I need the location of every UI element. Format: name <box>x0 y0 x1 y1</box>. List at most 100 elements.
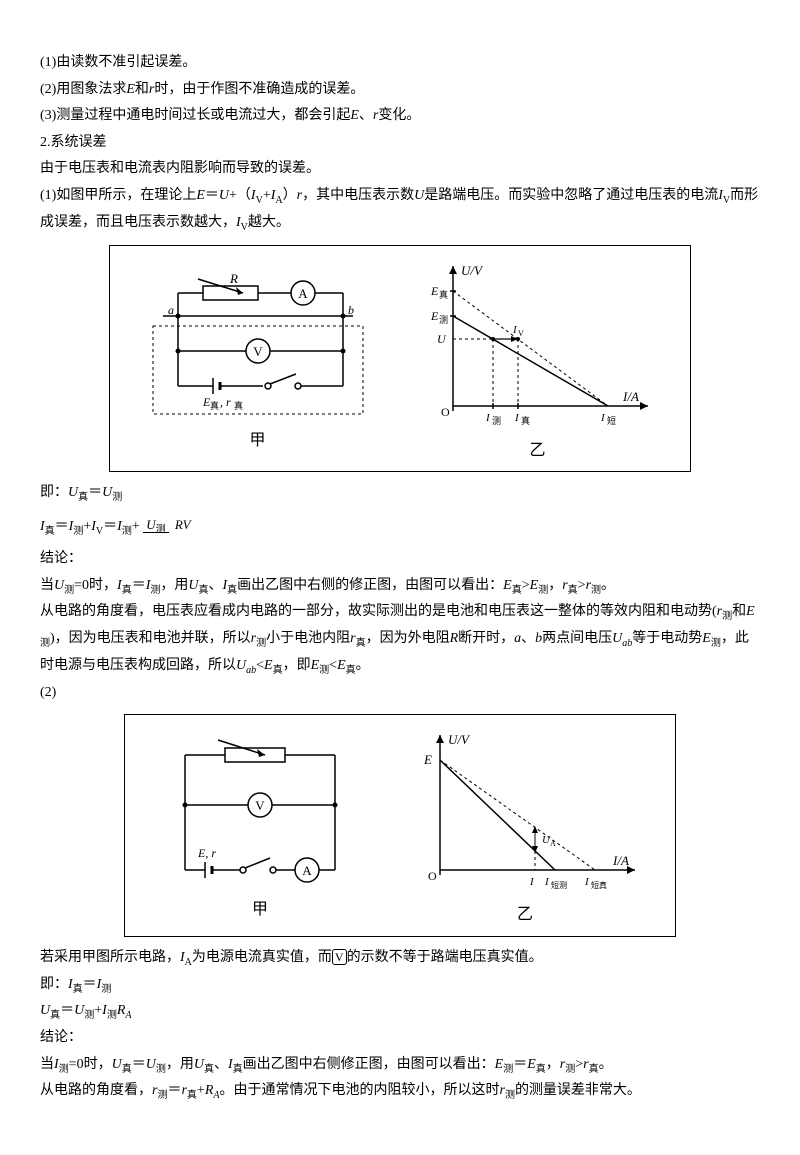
t: )，因为电压表和电池并联，所以 <box>50 631 251 646</box>
graph-1: U/V I/A O E 真 E 测 U <box>423 261 653 466</box>
sub-ce: 测 <box>59 1063 69 1074</box>
E-zhen: E <box>430 284 439 298</box>
sub-zhen: 真 <box>73 983 83 994</box>
t: 。 <box>601 578 615 593</box>
t: 画出乙图中右侧的修正图，由图可以看出： <box>237 578 503 593</box>
sub-ce: 测 <box>256 638 266 649</box>
t: 。 <box>599 1057 613 1072</box>
para-15: 当I测=0时，U真＝U测，用U真、I真画出乙图中右侧修正图，由图可以看出：E测＝… <box>40 1052 760 1079</box>
para-1: (1)由读数不准引起误差。 <box>40 50 760 77</box>
U: U <box>437 332 447 346</box>
t: 即： <box>40 485 68 500</box>
sub-ce: 测 <box>722 611 732 622</box>
t: ，其中电压表示数 <box>302 188 414 203</box>
label-r: , r <box>220 395 231 409</box>
sub-ce: 测 <box>150 584 160 595</box>
t: 画出乙图中右侧修正图，由图可以看出： <box>243 1057 495 1072</box>
t: =0时， <box>74 578 117 593</box>
sym-U: U <box>612 631 622 646</box>
axis-UV: U/V <box>448 732 471 747</box>
sym-U: U <box>40 1003 50 1018</box>
figure-2: V E, r A 甲 U/V I/A O <box>124 714 676 936</box>
sub-zhen: 真 <box>122 584 132 595</box>
sub-duance: 短测 <box>551 880 567 890</box>
sub-ce: 测 <box>122 526 132 537</box>
I-duan: I <box>600 412 606 424</box>
para-8a: 结论： <box>40 546 760 573</box>
t: 当 <box>40 1057 54 1072</box>
sub-A: A <box>275 195 282 206</box>
sub-zhen: 真 <box>439 289 448 300</box>
para-8: 当U测=0时，I真＝I测，用U真、I真画出乙图中右侧的修正图，由图可以看出：E真… <box>40 573 760 600</box>
sub-ce: 测 <box>591 584 601 595</box>
sub-ce: 测 <box>505 1090 515 1101</box>
sym-U: U <box>146 517 155 532</box>
sub-zhen: 真 <box>234 400 243 411</box>
sym-E: E <box>350 108 359 123</box>
figure-1-yi-label: 乙 <box>423 436 653 466</box>
t: =0时， <box>69 1057 112 1072</box>
sub-ce: 测 <box>711 638 721 649</box>
sym-U: U <box>188 578 198 593</box>
sym-a: a <box>514 631 521 646</box>
I-ce: I <box>485 412 491 424</box>
sub-zhen: 真 <box>45 526 55 537</box>
para-9: 从电路的角度看，电压表应看成内电路的一部分，故实际测出的是电池和电压表这一整体的… <box>40 599 760 679</box>
sub-ce: 测 <box>492 416 501 426</box>
sub-ce: 测 <box>64 584 74 595</box>
sub-zhen: 真 <box>356 638 366 649</box>
sym-U: U <box>74 1003 84 1018</box>
sub-zhen: 真 <box>204 1063 214 1074</box>
para-16: 从电路的角度看，r测＝r真+RA。由于通常情况下电池的内阻较小，所以这时r测的测… <box>40 1078 760 1105</box>
circuit-2: V E, r A 甲 <box>160 735 360 925</box>
sub-ce: 测 <box>84 1010 94 1021</box>
sub-ab: ab <box>246 665 256 676</box>
sub-V: V <box>96 526 103 537</box>
sub-ce: 测 <box>157 1090 167 1101</box>
sub-zhen: 真 <box>346 665 356 676</box>
sym-U: U <box>112 1057 122 1072</box>
t: 两点间电压 <box>542 631 612 646</box>
sub-zhen: 真 <box>536 1063 546 1074</box>
sub-A: A <box>125 1010 131 1021</box>
t: 从电路的角度看，电压表应看成内电路的一部分，故实际测出的是电池和电压表这一整体的… <box>40 604 717 619</box>
sub-ce: 测 <box>565 1063 575 1074</box>
fraction: U测 RV <box>143 517 193 537</box>
sub-zhen: 真 <box>122 1063 132 1074</box>
para-5: 由于电压表和电流表内阻影响而导致的误差。 <box>40 156 760 183</box>
sym-E: E <box>746 604 755 619</box>
figure-1-jia-label: 甲 <box>148 426 368 456</box>
para-10: (2) <box>40 680 760 707</box>
para-7: 即：U真＝U测 <box>40 480 760 507</box>
origin: O <box>441 405 450 419</box>
sub-zhen: 真 <box>78 492 88 503</box>
t: 当 <box>40 578 54 593</box>
sym-E: E <box>527 1057 536 1072</box>
para-11: 若采用甲图所示电路，IA为电源电流真实值，而V的示数不等于路端电压真实值。 <box>40 945 760 972</box>
I: I <box>529 876 535 888</box>
E: E <box>423 752 432 767</box>
sub-V: V <box>518 329 524 338</box>
label-V: V <box>253 344 263 359</box>
t: 。由于通常情况下电池的内阻较小，所以这时 <box>219 1083 499 1098</box>
sub-ce: 测 <box>319 665 329 676</box>
para-12: 即：I真＝I测 <box>40 972 760 999</box>
t: ，因为外电阻 <box>366 631 450 646</box>
sym-E: E <box>311 658 320 673</box>
sub-zhen: 真 <box>227 584 237 595</box>
circuit-1: R A a b V <box>148 271 368 456</box>
label-R: R <box>229 271 238 286</box>
sym-E: E <box>264 658 273 673</box>
sub-ce: 测 <box>107 1010 117 1021</box>
sym-RV: RV <box>175 517 191 532</box>
label-Er: E, r <box>197 846 216 860</box>
t: 小于电池内阻 <box>266 631 350 646</box>
figure-2-yi-label: 乙 <box>410 900 640 930</box>
sub-ce: 测 <box>112 492 122 503</box>
origin: O <box>428 869 437 883</box>
sub-ab: ab <box>622 638 632 649</box>
I-zhen: I <box>514 412 520 424</box>
sub-ce: 测 <box>73 526 83 537</box>
I-duance: I <box>544 876 550 888</box>
sym-U: U <box>146 1057 156 1072</box>
